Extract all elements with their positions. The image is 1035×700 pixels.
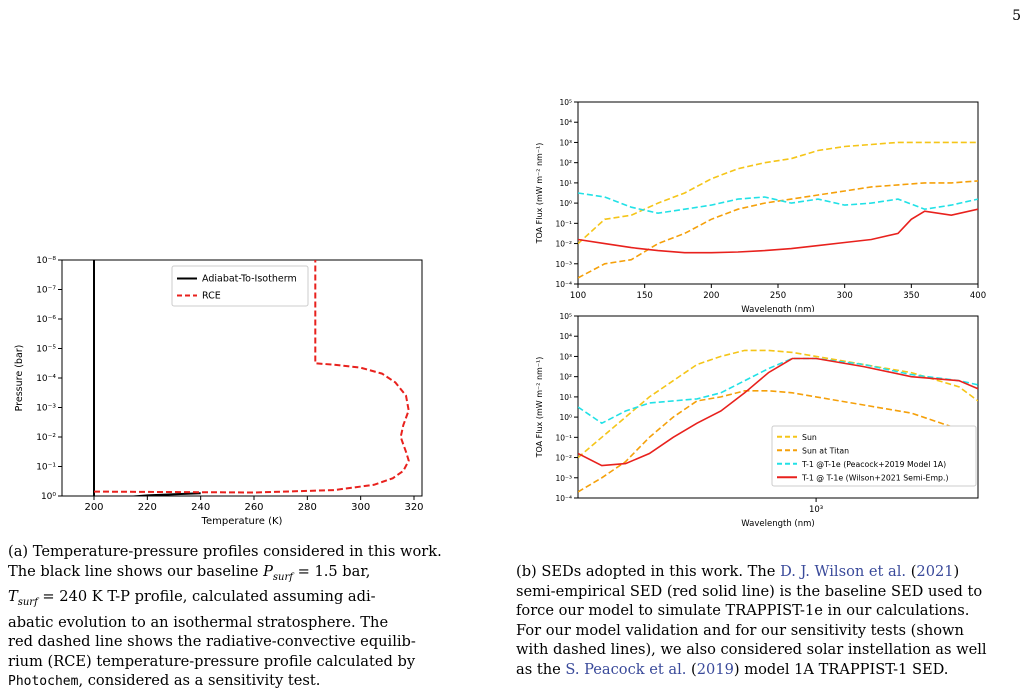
- y-tick-label: 10²: [559, 159, 572, 168]
- plot-frame: [577, 101, 979, 285]
- y-tick-label: 10⁻⁵: [36, 345, 56, 355]
- photochem-code: Photochem: [8, 674, 79, 690]
- y-tick-label: 10⁻⁶: [36, 315, 56, 325]
- y-tick-label: 10¹: [559, 393, 572, 402]
- x-tick-label: 100: [570, 291, 586, 301]
- sed-uv-chart: 100 150 200 250 300 350 400 10⁻⁴ 10⁻³ 10⁻² 10⁻¹ 10⁰…: [535, 98, 986, 312]
- y-tick-label: 10⁻⁴: [36, 374, 56, 384]
- x-tick-label: 200: [84, 502, 103, 513]
- caption-a-line: (a) Temperature-pressure profiles consid…: [8, 543, 442, 560]
- citation-wilson[interactable]: D. J. Wilson et al.: [780, 563, 907, 580]
- citation-wilson-year[interactable]: 2021: [916, 563, 954, 580]
- caption-a-line: Photochem, considered as a sensitivity t…: [8, 672, 321, 690]
- y-tick-label: 10²: [559, 373, 572, 382]
- series-group: [93, 260, 410, 496]
- x-tick-label: 150: [637, 291, 653, 301]
- x-tick-label: 200: [703, 291, 719, 301]
- legend-label: RCE: [202, 291, 221, 302]
- x-tick-label: 350: [903, 291, 919, 301]
- y-tick-label: 10³: [559, 138, 572, 147]
- citation-peacock[interactable]: S. Peacock et al.: [565, 660, 687, 678]
- y-tick-label: 10⁻¹: [36, 463, 56, 473]
- series-group: [578, 349, 978, 493]
- y-tick-label: 10⁴: [559, 332, 572, 341]
- y-tick-label: 10⁻¹: [555, 219, 572, 228]
- series-line: [578, 141, 978, 245]
- caption-a-line: Tsurf = 240 K T-P profile, calculated as…: [8, 588, 376, 608]
- caption-a-line: rium (RCE) temperature-pressure profile …: [8, 652, 416, 670]
- y-axis-label: Pressure (bar): [14, 345, 25, 412]
- series-line: [578, 357, 978, 425]
- x-tick-label: 320: [404, 502, 423, 513]
- x-axis-label: Temperature (K): [201, 516, 283, 527]
- series-line: [93, 260, 410, 494]
- caption-b-line: (b) SEDs adopted in this work. The D. J.…: [516, 563, 960, 580]
- caption-b-line: force our model to simulate TRAPPIST-1e …: [516, 602, 970, 620]
- y-tick-label: 10⁻³: [555, 260, 572, 269]
- y-tick-label: 10⁰: [559, 413, 572, 422]
- y-tick-label: 10⁻⁴: [555, 280, 572, 289]
- caption-a: (a) Temperature-pressure profiles consid…: [8, 542, 460, 692]
- y-tick-label: 10⁻³: [555, 474, 572, 483]
- y-tick-label: 10⁵: [559, 312, 572, 321]
- x-tick-label: 220: [138, 502, 157, 513]
- legend-label: T-1 @T-1e (Peacock+2019 Model 1A): [801, 460, 946, 469]
- x-tick-label: 300: [837, 291, 853, 301]
- series-group: [578, 141, 978, 279]
- y-axis-label: TOA Flux (mW m⁻² nm⁻¹): [535, 143, 544, 245]
- caption-b-line: with dashed lines), we also considered s…: [516, 641, 987, 659]
- y-tick-label: 10⁻⁷: [36, 286, 56, 296]
- y-tick-label: 10⁵: [559, 98, 572, 107]
- caption-a-line: red dashed line shows the radiative-conv…: [8, 633, 416, 651]
- series-line: [93, 260, 201, 496]
- legend-box: [771, 425, 977, 487]
- series-line: [578, 192, 978, 215]
- x-tick-label: 280: [298, 502, 317, 513]
- x-tick-label: 400: [970, 291, 986, 301]
- series-line: [578, 180, 978, 279]
- caption-b: (b) SEDs adopted in this work. The D. J.…: [516, 562, 1030, 680]
- legend-box: [171, 265, 309, 307]
- legend-label: Sun at Titan: [802, 446, 849, 455]
- series-line: [578, 349, 978, 459]
- x-axis-label: Wavelength (nm): [741, 519, 814, 529]
- page-number: 5: [1012, 8, 1021, 24]
- y-tick-label: 10⁻⁴: [555, 494, 572, 503]
- caption-b-line: as the S. Peacock et al. (2019) model 1A…: [516, 660, 949, 678]
- x-tick-label: 10³: [809, 505, 823, 515]
- series-line: [578, 357, 978, 467]
- y-tick-label: 10⁻¹: [555, 433, 572, 442]
- x-tick-label: 260: [244, 502, 263, 513]
- caption-b-line: For our model validation and for our sen…: [516, 621, 964, 639]
- x-axis-label: Wavelength (nm): [741, 305, 814, 312]
- y-tick-label: 10³: [559, 352, 572, 361]
- y-tick-label: 10⁻²: [36, 433, 56, 443]
- series-line: [578, 390, 978, 493]
- y-tick-label: 10⁻²: [555, 240, 572, 249]
- y-tick-label: 10⁻²: [555, 454, 572, 463]
- series-line: [578, 208, 978, 254]
- y-tick-label: 10⁰: [559, 199, 572, 208]
- x-tick-label: 300: [351, 502, 370, 513]
- x-tick-label: 240: [191, 502, 210, 513]
- caption-a-line: The black line shows our baseline Psurf …: [8, 562, 371, 583]
- y-tick-label: 10⁴: [559, 118, 572, 127]
- caption-b-line: semi-empirical SED (red solid line) is t…: [516, 582, 983, 600]
- y-axis-label: TOA Flux (mW m⁻² nm⁻¹): [535, 357, 544, 459]
- legend-label: Adiabat-To-Isotherm: [202, 274, 297, 285]
- y-tick-label: 10⁻³: [36, 404, 56, 414]
- y-tick-label: 10⁻⁸: [36, 256, 56, 266]
- x-tick-label: 250: [770, 291, 786, 301]
- legend-label: Sun: [802, 433, 817, 442]
- tp-profile-chart: 200 220 240 260 280 300 320 10⁰ 10⁻¹ 10⁻² 10⁻³ 10⁻⁴…: [14, 256, 424, 527]
- legend-label: T-1 @ T-1e (Wilson+2021 Semi-Emp.): [801, 473, 949, 482]
- citation-peacock-year[interactable]: 2019: [696, 660, 734, 678]
- sed-full-chart: 10³ 10⁻⁴ 10⁻³ 10⁻² 10⁻¹ 10⁰ 10¹ 10² 10³ 10⁴ 10⁵ Wav…: [535, 312, 979, 529]
- y-tick-label: 10¹: [559, 179, 572, 188]
- y-tick-label: 10⁰: [41, 492, 56, 502]
- caption-a-line: abatic evolution to an isothermal strato…: [8, 613, 389, 631]
